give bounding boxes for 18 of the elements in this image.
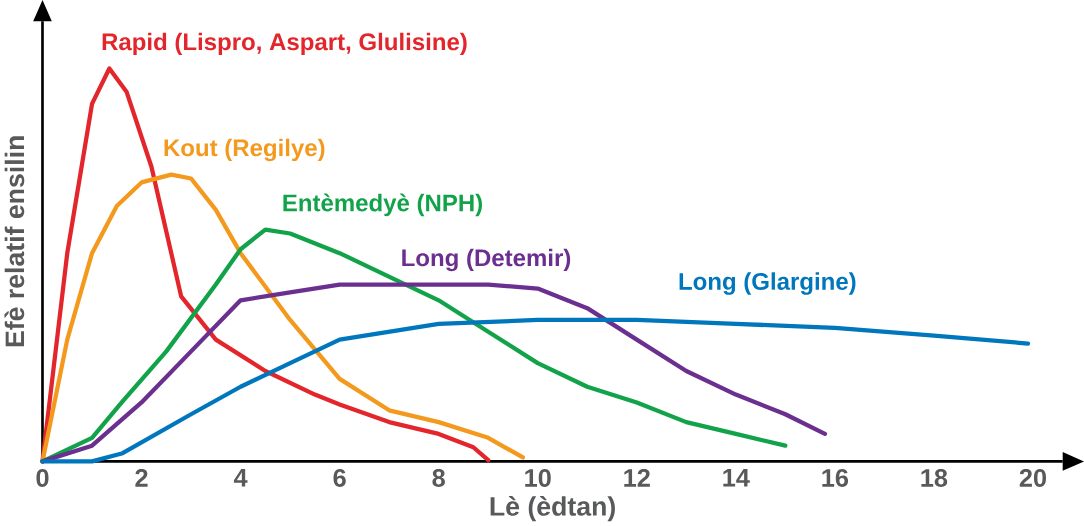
series-label: Long (Detemir) <box>402 248 571 272</box>
x-tick-label: 0 <box>36 469 49 488</box>
x-tick-label: 12 <box>624 469 650 487</box>
series-label: Entèmedyè (NPH) <box>283 193 482 217</box>
x-tick-label: 20 <box>1019 469 1047 488</box>
x-axis-title: Lè (èdtan) <box>490 496 615 522</box>
x-tick-label: 18 <box>921 469 948 488</box>
series-label: Rapid (Lispro, Aspart, Glulisine) <box>102 32 467 56</box>
y-axis-title: Efè relatif ensilin <box>4 136 25 347</box>
x-tick-label: 4 <box>233 469 248 487</box>
x-tick-label: 16 <box>822 469 849 488</box>
x-tick-label: 10 <box>525 469 551 488</box>
series-label: Long (Glargine) <box>679 272 856 295</box>
series-label: Kout (Regilye) <box>164 138 325 162</box>
x-tick-label: 8 <box>432 469 445 488</box>
x-tick-label: 6 <box>333 469 346 488</box>
x-tick-label: 2 <box>135 469 148 487</box>
x-tick-label: 14 <box>723 469 750 487</box>
